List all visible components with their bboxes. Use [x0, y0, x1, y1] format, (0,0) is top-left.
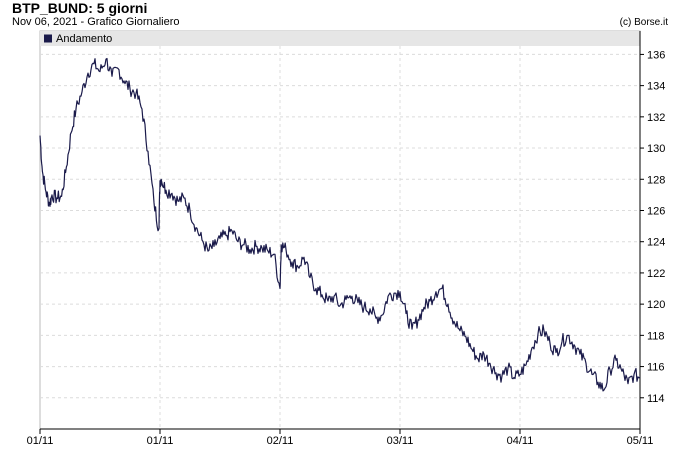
chart-subtitle: Nov 06, 2021 - Grafico Giornaliero — [12, 16, 180, 28]
series-line-andamento — [39, 57, 641, 392]
legend-band — [40, 31, 640, 46]
y-tick-label: 132 — [647, 112, 665, 124]
chart-credit: (c) Borse.it — [619, 17, 668, 28]
y-tick-label: 134 — [647, 81, 665, 93]
x-tick-label: 02/11 — [267, 435, 294, 447]
x-tick-label: 03/11 — [387, 435, 414, 447]
y-tick-label: 128 — [647, 174, 665, 186]
y-tick-label: 126 — [647, 205, 665, 217]
y-axis: 114 116 118 120 122 124 126 128 130 132 134 136 — [639, 31, 665, 429]
grid-lines — [40, 46, 640, 429]
x-axis: 01/11 01/11 02/11 03/11 04/11 05/11 — [27, 428, 654, 447]
chart-title: BTP_BUND: 5 giorni — [12, 0, 148, 16]
y-tick-label: 120 — [647, 299, 665, 311]
x-tick-label: 01/11 — [147, 435, 174, 447]
y-tick-label: 118 — [647, 330, 665, 342]
y-tick-label: 122 — [647, 268, 665, 280]
x-tick-label: 04/11 — [507, 435, 534, 447]
y-tick-label: 136 — [647, 49, 665, 61]
x-tick-label: 01/11 — [27, 435, 54, 447]
x-tick-label: 05/11 — [627, 435, 654, 447]
y-tick-label: 114 — [647, 393, 665, 405]
plot-frame — [39, 30, 641, 430]
y-tick-label: 116 — [647, 362, 665, 374]
legend-label: Andamento — [56, 33, 112, 45]
y-tick-label: 130 — [647, 143, 665, 155]
legend-swatch — [44, 34, 52, 43]
y-tick-label: 124 — [647, 237, 665, 249]
